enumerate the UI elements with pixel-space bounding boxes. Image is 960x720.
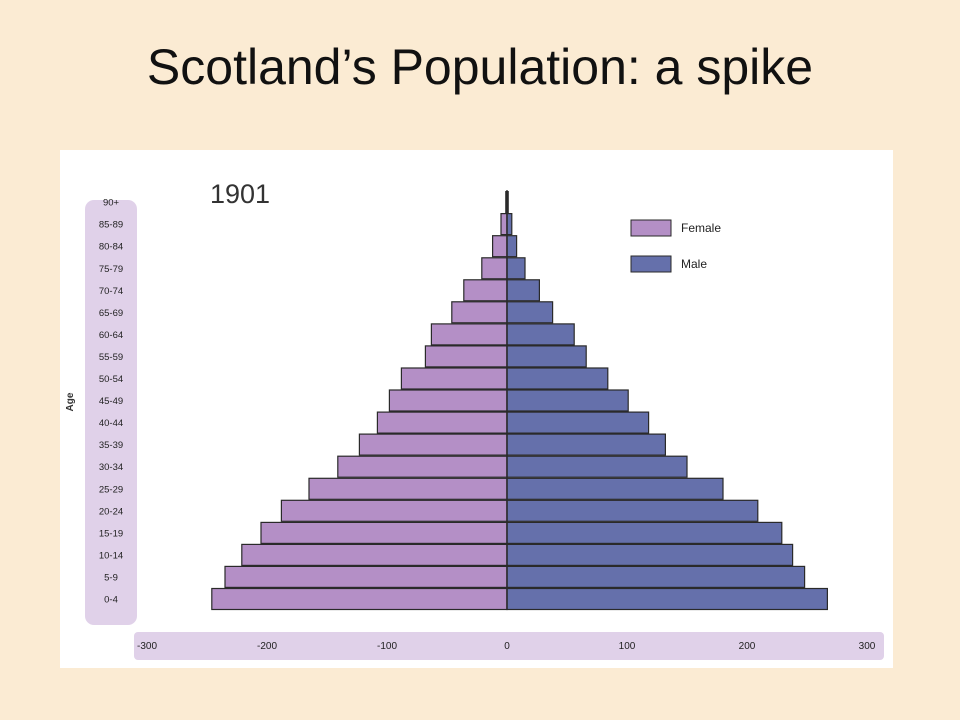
y-tick-label: 90+ <box>103 198 120 209</box>
slide-title: Scotland’s Population: a spike <box>146 39 814 95</box>
bar-male-0-4 <box>506 587 828 611</box>
bar-female-45-49 <box>388 389 508 412</box>
bar-male-20-24 <box>506 499 759 522</box>
y-tick-label: 20-24 <box>99 506 123 517</box>
bar-female-30-34 <box>337 455 508 478</box>
y-tick-label: 45-49 <box>99 396 123 407</box>
bar-male-35-39 <box>506 433 666 456</box>
bar-female-15-19 <box>260 521 508 544</box>
y-tick-label: 75-79 <box>99 264 123 275</box>
x-axis-band <box>134 632 884 660</box>
bar-female-80-84 <box>492 235 508 258</box>
x-tick-label: 200 <box>739 641 756 652</box>
y-tick-label: 35-39 <box>99 440 123 451</box>
bar-female-0-4 <box>211 587 508 611</box>
y-axis-label: Age <box>65 392 76 411</box>
bar-male-80-84 <box>506 235 518 258</box>
bar-female-55-59 <box>424 345 508 368</box>
legend-swatch-female <box>630 219 672 237</box>
y-tick-label: 15-19 <box>99 528 123 539</box>
x-tick-label: 100 <box>619 641 636 652</box>
x-tick-labels: -300 -200 -100 0 100 200 300 <box>137 641 876 652</box>
x-tick-label: -300 <box>137 641 157 652</box>
bar-female-35-39 <box>358 433 508 456</box>
chart-title: 1901 <box>210 179 270 209</box>
x-tick-label: 0 <box>504 641 510 652</box>
y-tick-label: 85-89 <box>99 220 123 231</box>
bar-male-70-74 <box>506 279 541 302</box>
y-tick-label: 25-29 <box>99 484 123 495</box>
y-tick-label: 70-74 <box>99 286 123 297</box>
y-tick-label: 0-4 <box>104 595 118 606</box>
legend-label-male: Male <box>681 257 707 271</box>
bar-female-40-44 <box>376 411 508 434</box>
bar-female-25-29 <box>308 477 508 500</box>
bar-female-85-89 <box>500 212 508 236</box>
y-tick-label: 10-14 <box>99 550 123 561</box>
age-label-band <box>85 200 137 625</box>
x-tick-label: -100 <box>377 641 397 652</box>
y-tick-label: 80-84 <box>99 242 123 253</box>
bar-female-5-9 <box>224 565 508 588</box>
population-pyramid-chart: 1901 Age 0-4 5-9 10-14 15-19 20-24 25-29 30-34… <box>65 179 884 660</box>
y-tick-label: 50-54 <box>99 374 123 385</box>
bar-male-30-34 <box>506 455 688 478</box>
y-tick-label: 55-59 <box>99 352 123 363</box>
chart-panel: 1901 Age 0-4 5-9 10-14 15-19 20-24 25-29 30-34… <box>60 150 893 668</box>
legend-label-female: Female <box>681 221 721 235</box>
y-tick-label: 5-9 <box>104 572 118 583</box>
y-tick-label: 65-69 <box>99 308 123 319</box>
bar-male-5-9 <box>506 565 806 588</box>
y-tick-label: 40-44 <box>99 418 123 429</box>
bar-female-70-74 <box>463 279 508 302</box>
x-tick-label: 300 <box>859 641 876 652</box>
bar-female-20-24 <box>280 499 508 522</box>
y-tick-label: 60-64 <box>99 330 123 341</box>
bar-female-75-79 <box>481 257 508 280</box>
bar-male-40-44 <box>506 411 650 434</box>
bar-male-25-29 <box>506 477 724 500</box>
legend-swatch-male <box>630 255 672 273</box>
legend: Female Male <box>630 219 721 273</box>
bar-male-10-14 <box>506 543 794 566</box>
bars-layer <box>211 190 828 611</box>
bar-male-45-49 <box>506 389 629 412</box>
y-tick-labels: 0-4 5-9 10-14 15-19 20-24 25-29 30-34 35-39 40-4… <box>99 198 123 606</box>
bar-male-50-54 <box>506 367 609 390</box>
bar-male-15-19 <box>506 521 783 544</box>
bar-male-55-59 <box>506 345 587 368</box>
bar-female-65-69 <box>451 301 508 324</box>
bar-female-60-64 <box>430 323 508 346</box>
bar-female-50-54 <box>400 367 508 390</box>
x-tick-label: -200 <box>257 641 277 652</box>
y-tick-label: 30-34 <box>99 462 123 473</box>
bar-female-10-14 <box>241 543 508 566</box>
bar-male-75-79 <box>506 257 526 280</box>
bar-male-60-64 <box>506 323 575 346</box>
bar-male-65-69 <box>506 301 554 324</box>
